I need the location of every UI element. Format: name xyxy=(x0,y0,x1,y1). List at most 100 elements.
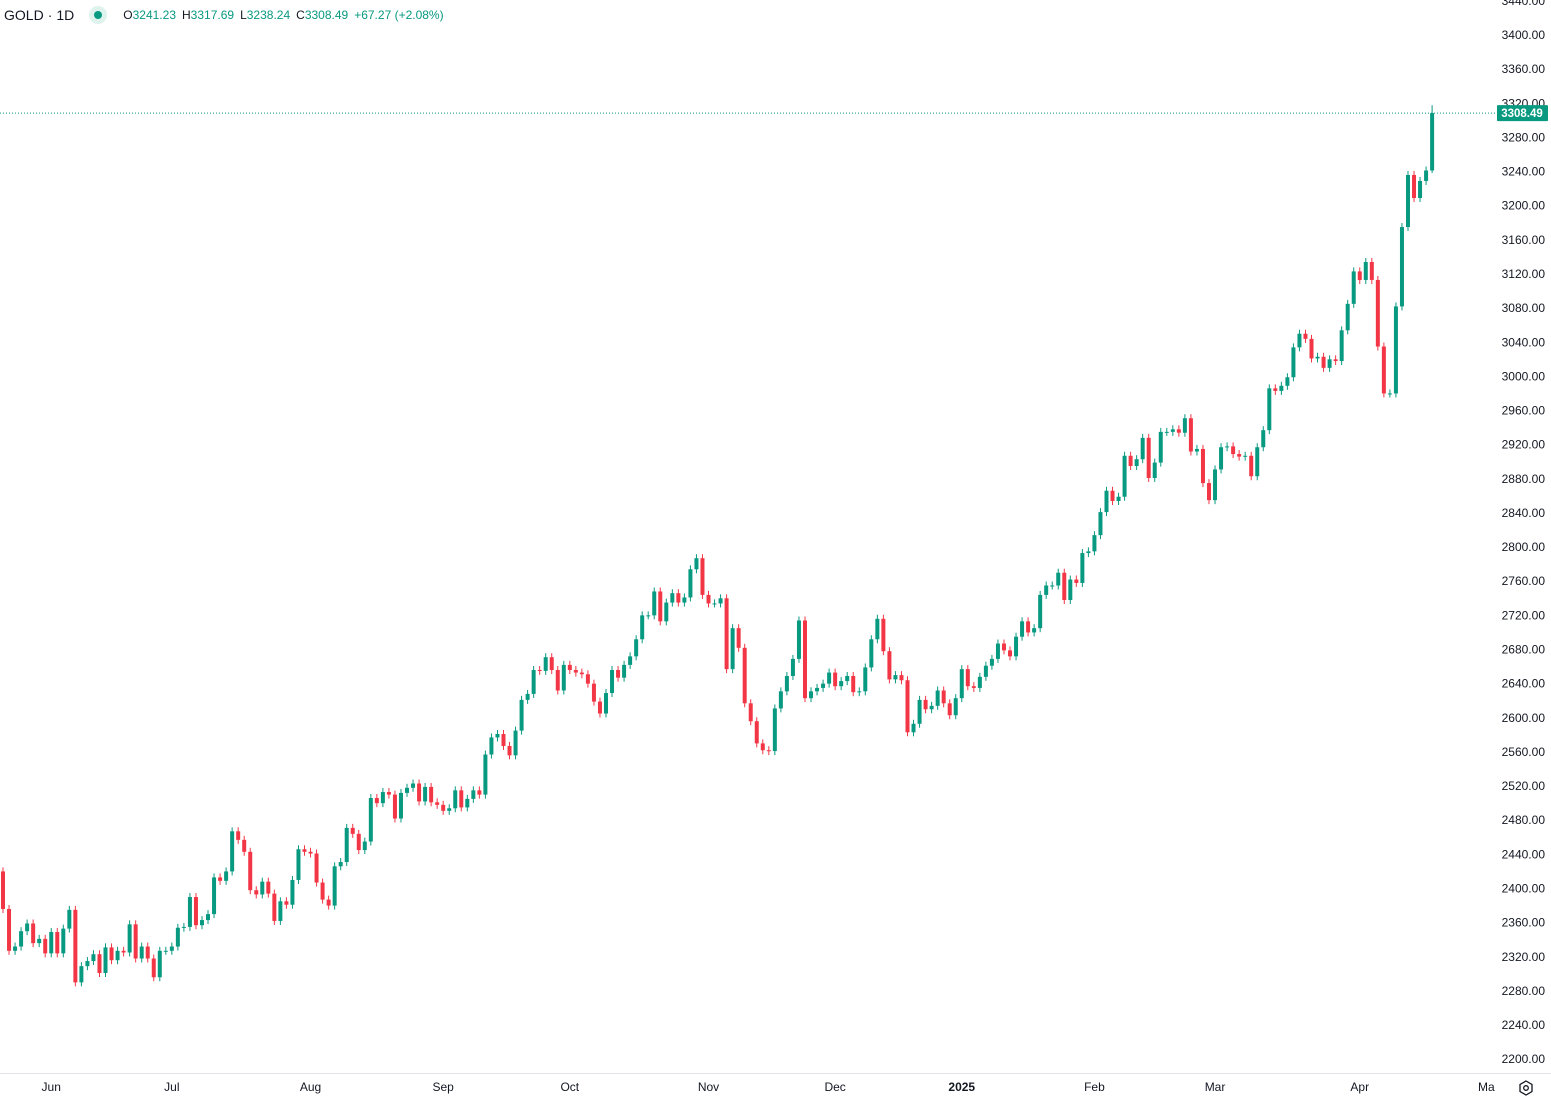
candle xyxy=(127,920,132,957)
candle xyxy=(362,837,367,855)
candle xyxy=(845,671,850,686)
candle-body xyxy=(519,699,524,731)
candle xyxy=(827,668,832,688)
candle xyxy=(983,661,988,681)
low-value: 3238.24 xyxy=(246,8,291,22)
candle xyxy=(151,954,156,982)
y-tick-label: 2600.00 xyxy=(1502,711,1546,725)
candle-body xyxy=(49,932,54,954)
candle-body xyxy=(417,783,422,802)
candle-body xyxy=(61,928,66,954)
candle xyxy=(742,643,747,708)
high-key: H xyxy=(182,8,191,22)
candle xyxy=(1418,176,1423,203)
candle-body xyxy=(772,708,777,752)
candle-body xyxy=(127,924,132,953)
candle-body xyxy=(1219,447,1224,470)
candle-body xyxy=(1207,483,1211,501)
candle-body xyxy=(290,879,295,905)
candle-body xyxy=(507,745,512,756)
candle-body xyxy=(1231,446,1236,455)
candle-body xyxy=(694,558,699,570)
candle xyxy=(543,653,548,675)
candle xyxy=(1014,632,1019,661)
candle xyxy=(1279,381,1284,395)
candle-body xyxy=(1110,490,1115,502)
candle xyxy=(1387,389,1392,398)
symbol-name[interactable]: GOLD xyxy=(4,7,44,23)
candle xyxy=(1170,425,1175,436)
interval[interactable]: 1D xyxy=(56,7,75,23)
candle xyxy=(676,589,681,607)
candle xyxy=(435,798,440,809)
candle xyxy=(1098,508,1103,540)
candle-body xyxy=(724,598,729,670)
candle-body xyxy=(151,958,156,978)
candle-body xyxy=(1001,643,1006,651)
candle xyxy=(187,893,192,931)
candle-body xyxy=(929,705,934,710)
candle-body xyxy=(616,670,621,678)
separator: · xyxy=(47,7,53,23)
candle-body xyxy=(1200,448,1205,484)
candle xyxy=(965,665,970,691)
candle-body xyxy=(1261,430,1266,448)
candle-body xyxy=(1430,113,1435,171)
candle xyxy=(278,897,283,925)
candle-body xyxy=(284,901,289,905)
candle-body xyxy=(983,665,988,677)
candle-body xyxy=(477,790,482,795)
candle xyxy=(1375,275,1380,351)
y-tick-label: 2520.00 xyxy=(1502,779,1546,793)
candle xyxy=(670,589,675,607)
candle-body xyxy=(573,670,578,673)
price-axis[interactable]: 2200.00 2240.00 2280.00 2320.00 2360.00 2400.… xyxy=(1502,0,1546,1066)
candle xyxy=(423,782,428,806)
candle-body xyxy=(1387,393,1392,395)
candle xyxy=(579,668,584,679)
candle-body xyxy=(995,643,1000,659)
candle-body xyxy=(362,841,367,851)
x-tick-label: Jun xyxy=(42,1080,61,1094)
candle xyxy=(43,934,48,958)
candle xyxy=(25,919,30,936)
candle xyxy=(899,671,904,685)
y-tick-label: 2480.00 xyxy=(1502,813,1546,827)
candle xyxy=(1273,384,1278,395)
candle-body xyxy=(947,703,952,716)
candle xyxy=(1056,568,1061,590)
y-tick-label: 2720.00 xyxy=(1502,608,1546,622)
candle xyxy=(79,962,84,987)
y-tick-label: 3200.00 xyxy=(1502,199,1546,213)
gear-icon[interactable] xyxy=(1516,1078,1536,1098)
candle xyxy=(1001,639,1006,655)
candle xyxy=(1405,170,1410,232)
x-tick-label: Ma xyxy=(1478,1080,1495,1094)
candle-body xyxy=(893,675,898,680)
candle xyxy=(483,750,488,799)
candle-body xyxy=(1412,174,1417,199)
last-price-label: 3308.49 xyxy=(1497,105,1548,122)
candle xyxy=(374,794,379,808)
candle xyxy=(1188,414,1193,456)
candle xyxy=(1285,373,1290,390)
candle-body xyxy=(1038,594,1043,629)
y-tick-label: 2360.00 xyxy=(1502,916,1546,930)
candle-body xyxy=(1026,621,1031,633)
candle-body xyxy=(103,947,108,973)
candle-body xyxy=(881,618,886,652)
candle-body xyxy=(296,849,301,880)
candle-body xyxy=(1140,437,1145,460)
y-tick-label: 3240.00 xyxy=(1502,165,1546,179)
candle xyxy=(1062,568,1067,605)
candle-body xyxy=(1424,170,1429,181)
candle xyxy=(441,800,446,815)
candle xyxy=(977,672,982,692)
candle-body xyxy=(1399,227,1404,307)
candle xyxy=(308,847,313,858)
candle-body xyxy=(1333,359,1338,362)
y-tick-label: 2400.00 xyxy=(1502,881,1546,895)
candle-body xyxy=(1381,346,1386,394)
time-axis[interactable]: Jun Jul Aug Sep Oct Nov Dec 2025 Feb Mar Apr Ma xyxy=(0,1073,1551,1095)
